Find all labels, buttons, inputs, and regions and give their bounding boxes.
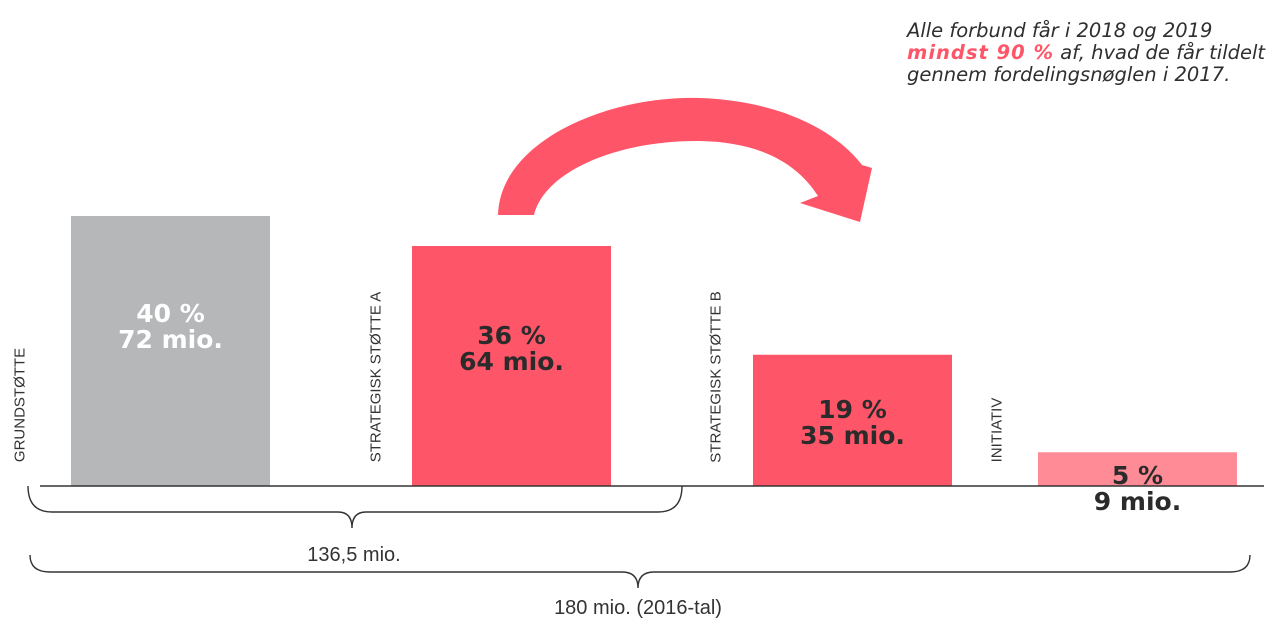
- note-text-after: af, hvad de får tildelt gennem fordeling…: [907, 41, 1266, 86]
- subtotal-brace: [27, 485, 683, 529]
- note-text-before: Alle forbund får i 2018 og 2019: [907, 19, 1213, 42]
- curved-arrow-icon: [498, 97, 872, 222]
- bar-value-label: 40 % 72 mio.: [71, 301, 270, 353]
- bar-amount-label: 72 mio.: [118, 325, 223, 354]
- category-label: STRATEGISK STØTTE A: [367, 291, 385, 462]
- bar-percent-label: 40 %: [136, 299, 205, 328]
- bar-amount-label: 9 mio.: [1093, 487, 1182, 517]
- annotation-note: Alle forbund får i 2018 og 2019 mindst 9…: [907, 20, 1277, 86]
- bar-1: [71, 216, 270, 486]
- category-label: GRUNDSTØTTE: [11, 347, 29, 463]
- bar-percent-label: 19 %: [818, 394, 887, 424]
- total-label: 180 mio. (2016-tal): [554, 597, 722, 619]
- bar-3: [753, 354, 952, 486]
- bar-value-label: 5 % 9 mio.: [1038, 463, 1237, 515]
- note-emphasis: mindst 90 %: [907, 41, 1055, 64]
- total-brace: [29, 554, 1251, 589]
- category-label: INITIATIV: [988, 397, 1006, 462]
- bar-percent-label: 5 %: [1111, 461, 1164, 491]
- bar-4: [1038, 452, 1237, 486]
- bar-percent-label: 36 %: [477, 320, 546, 350]
- bar-value-label: 36 % 64 mio.: [412, 320, 611, 376]
- bar-amount-label: 64 mio.: [459, 346, 564, 376]
- bar-amount-label: 35 mio.: [800, 420, 905, 450]
- subtotal-label: 136,5 mio.: [307, 544, 401, 566]
- bar-2: [412, 246, 611, 486]
- bar-value-label: 19 % 35 mio.: [753, 394, 952, 450]
- category-label: STRATEGISK STØTTE B: [707, 290, 725, 463]
